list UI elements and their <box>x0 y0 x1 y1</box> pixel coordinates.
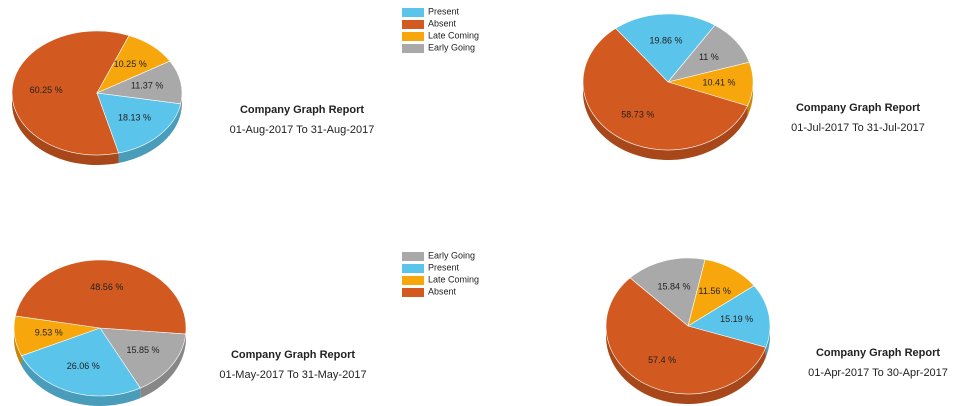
legend-label: Present <box>428 6 460 16</box>
report-title: Company Graph Report <box>816 347 940 359</box>
pie-slice <box>582 28 748 151</box>
pie-side <box>140 333 186 399</box>
legend-label: Absent <box>428 18 457 28</box>
report-date-range: 01-May-2017 To 31-May-2017 <box>219 369 366 381</box>
pie-slice <box>11 30 130 156</box>
pie-slice <box>96 92 182 154</box>
report-title: Company Graph Report <box>796 102 920 114</box>
legend-swatch <box>402 8 424 17</box>
legend-label: Early Going <box>428 250 475 260</box>
pie-slice <box>14 259 187 335</box>
pie-side <box>21 355 141 406</box>
legend-swatch <box>402 252 424 261</box>
slice-label: 11.37 % <box>131 81 163 91</box>
legend-label: Absent <box>428 286 457 296</box>
legend-swatch <box>402 276 424 285</box>
report-date-range: 01-Jul-2017 To 31-Jul-2017 <box>791 122 925 134</box>
report-date-range: 01-Aug-2017 To 31-Aug-2017 <box>230 124 375 136</box>
legend-swatch <box>402 264 424 273</box>
slice-label: 26.06 % <box>67 361 100 371</box>
pie-side <box>13 315 22 366</box>
slice-label: 9.53 % <box>35 327 63 337</box>
slice-label: 48.56 % <box>90 282 123 292</box>
legend-swatch <box>402 288 424 297</box>
legend-label: Present <box>428 262 460 272</box>
slice-label: 15.85 % <box>126 345 159 355</box>
legend-label: Late Coming <box>428 30 479 40</box>
pie-side <box>118 103 181 163</box>
legend-label: Late Coming <box>428 274 479 284</box>
pie-slice <box>99 327 187 389</box>
report-date-range: 01-Apr-2017 To 30-Apr-2017 <box>808 367 948 379</box>
slice-label: 57.4 % <box>648 355 676 365</box>
slice-label: 15.84 % <box>658 281 691 291</box>
legend-label: Early Going <box>428 42 475 52</box>
legend-swatch <box>402 44 424 53</box>
slice-label: 60.25 % <box>30 85 63 95</box>
pie-slice <box>605 277 767 395</box>
pie-slice <box>687 285 771 348</box>
report-title: Company Graph Report <box>240 104 364 116</box>
slice-label: 10.25 % <box>114 59 147 69</box>
slice-label: 11 % <box>699 52 719 62</box>
legend-swatch <box>402 20 424 29</box>
slice-label: 19.86 % <box>649 36 682 46</box>
pie-slice <box>629 257 706 327</box>
slice-label: 18.13 % <box>118 113 151 123</box>
legend-swatch <box>402 32 424 41</box>
slice-label: 58.73 % <box>621 109 654 119</box>
report-title: Company Graph Report <box>231 349 355 361</box>
slice-label: 15.19 % <box>720 314 753 324</box>
pie-slice <box>615 13 716 83</box>
slice-label: 11.56 % <box>699 286 731 296</box>
slice-label: 10.41 % <box>702 78 735 88</box>
pie-slice <box>95 60 183 105</box>
pie-slice <box>21 327 141 397</box>
